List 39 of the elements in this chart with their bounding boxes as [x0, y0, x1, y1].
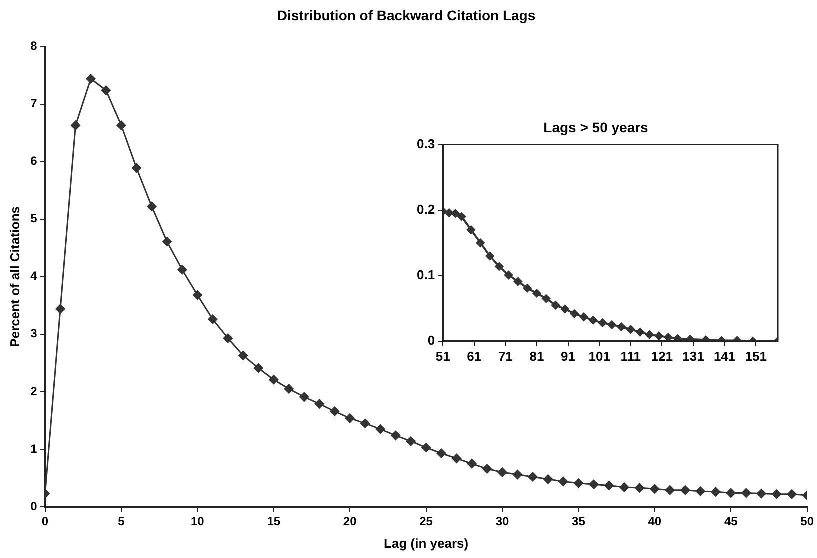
- x-tick-label: 5: [118, 514, 126, 529]
- x-tick-label: 141: [714, 348, 736, 364]
- x-tick-label: 45: [724, 514, 738, 529]
- x-tick-label: 50: [800, 514, 814, 529]
- x-tick-label: 10: [191, 514, 205, 529]
- x-tick-label: 121: [651, 348, 674, 364]
- y-tick-label: 1: [30, 442, 38, 456]
- x-tick-label: 25: [420, 514, 434, 529]
- x-tick-label: 15: [267, 514, 281, 529]
- chart-title: Lags > 50 years: [544, 119, 649, 136]
- x-tick-label: 61: [467, 348, 482, 364]
- y-tick-label: 3: [30, 326, 38, 341]
- y-tick-label: 8: [30, 39, 38, 54]
- x-tick-label: 151: [745, 348, 767, 364]
- x-tick-label: 30: [496, 514, 510, 529]
- x-tick-label: 0: [42, 514, 49, 529]
- y-tick-label: 0.1: [416, 267, 436, 282]
- y-axis-title: Percent of all Citations: [7, 206, 22, 348]
- x-tick-label: 91: [561, 348, 576, 364]
- y-tick-label: 7: [30, 96, 38, 111]
- x-tick-label: 20: [343, 514, 358, 529]
- x-tick-label: 101: [588, 348, 610, 364]
- y-tick-label: 0: [428, 332, 436, 348]
- chart-title: Distribution of Backward Citation Lags: [277, 7, 536, 24]
- y-tick-label: 4: [30, 269, 38, 284]
- x-tick-label: 71: [498, 348, 513, 364]
- x-tick-label: 51: [436, 348, 450, 364]
- x-tick-label: 131: [682, 348, 704, 364]
- x-tick-label: 35: [572, 514, 586, 529]
- x-tick-label: 40: [648, 514, 662, 529]
- y-tick-label: 2: [30, 384, 38, 398]
- x-tick-label: 81: [530, 348, 544, 364]
- x-tick-label: 111: [620, 348, 642, 364]
- y-tick-label: 0.3: [416, 136, 436, 152]
- y-tick-label: 6: [30, 154, 38, 168]
- y-tick-label: 5: [30, 212, 38, 226]
- x-axis-title: Lag (in years): [384, 536, 469, 551]
- y-tick-label: 0.2: [416, 202, 436, 217]
- y-tick-label: 0: [30, 499, 38, 514]
